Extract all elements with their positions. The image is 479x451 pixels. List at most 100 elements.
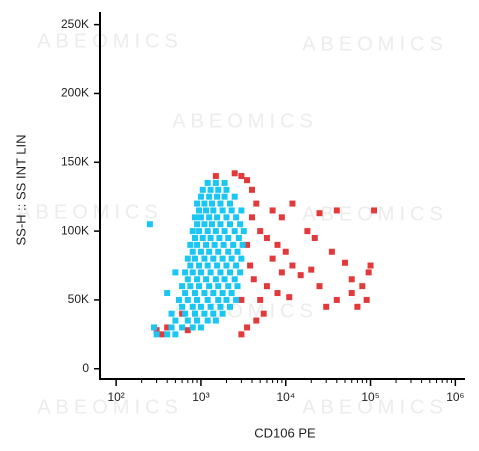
point <box>297 272 304 279</box>
point <box>286 294 293 301</box>
point <box>212 317 219 324</box>
point <box>204 228 211 235</box>
point <box>225 248 232 255</box>
point <box>203 276 210 283</box>
point <box>204 262 211 269</box>
point <box>191 214 198 221</box>
y-axis-label: SS-H :: SS INT LIN <box>13 134 28 245</box>
point <box>278 214 285 221</box>
point <box>206 283 213 290</box>
point <box>238 255 245 262</box>
point <box>354 303 361 310</box>
point <box>184 296 191 303</box>
point <box>215 186 222 193</box>
x-tick-label: 10⁵ <box>361 390 379 404</box>
point <box>221 179 228 186</box>
y-tick-label: 150K <box>61 154 89 168</box>
point <box>226 200 233 207</box>
point <box>196 207 203 214</box>
point <box>207 186 214 193</box>
point <box>219 290 226 297</box>
point <box>238 207 245 214</box>
point <box>204 296 211 303</box>
point <box>211 241 218 248</box>
watermark: ABEOMICS <box>17 201 163 223</box>
point <box>238 173 245 180</box>
point <box>187 241 194 248</box>
point <box>244 324 251 331</box>
point <box>231 193 238 200</box>
point <box>217 221 224 228</box>
point <box>225 234 232 241</box>
point <box>263 234 270 241</box>
point <box>274 241 281 248</box>
point <box>228 207 235 214</box>
point <box>219 207 226 214</box>
point <box>197 248 204 255</box>
point <box>182 269 189 276</box>
point <box>201 290 208 297</box>
point <box>257 228 264 235</box>
point <box>250 276 257 283</box>
point <box>197 193 204 200</box>
point <box>199 234 206 241</box>
point <box>223 214 230 221</box>
point <box>210 290 217 297</box>
point <box>342 259 349 266</box>
y-tick-label: 200K <box>61 86 89 100</box>
x-axis-label: CD106 PE <box>254 425 316 440</box>
point <box>184 327 191 334</box>
point <box>253 317 260 324</box>
point <box>207 269 214 276</box>
point <box>201 200 208 207</box>
point <box>197 269 204 276</box>
point <box>231 170 238 177</box>
point <box>311 234 318 241</box>
watermark: ABEOMICS <box>172 110 318 132</box>
point <box>216 234 223 241</box>
point <box>191 290 198 297</box>
point <box>187 283 194 290</box>
point <box>247 262 254 269</box>
watermark: ABEOMICS <box>302 33 448 55</box>
point <box>217 200 224 207</box>
point <box>194 241 201 248</box>
point <box>207 234 214 241</box>
point <box>333 207 340 214</box>
watermark: ABEOMICS <box>37 30 183 52</box>
point <box>204 317 211 324</box>
point <box>194 221 201 228</box>
point <box>253 200 260 207</box>
point <box>348 290 355 297</box>
point <box>212 228 219 235</box>
point <box>228 290 235 297</box>
point <box>210 310 217 317</box>
point <box>204 179 211 186</box>
x-tick-label: 10⁶ <box>446 390 464 404</box>
point <box>289 200 296 207</box>
point <box>223 262 230 269</box>
point <box>289 262 296 269</box>
point <box>248 186 255 193</box>
point <box>257 296 264 303</box>
point <box>194 276 201 283</box>
point <box>199 186 206 193</box>
point <box>172 331 179 338</box>
point <box>233 296 240 303</box>
point <box>274 290 281 297</box>
point <box>184 255 191 262</box>
x-tick-label: 10² <box>107 390 124 404</box>
point <box>316 210 323 217</box>
point <box>365 269 372 276</box>
point <box>187 262 194 269</box>
point <box>269 255 276 262</box>
point <box>197 303 204 310</box>
point <box>223 186 230 193</box>
point <box>189 324 196 331</box>
point <box>194 317 201 324</box>
point <box>363 296 370 303</box>
point <box>146 221 153 228</box>
point <box>151 324 158 331</box>
point <box>234 283 241 290</box>
